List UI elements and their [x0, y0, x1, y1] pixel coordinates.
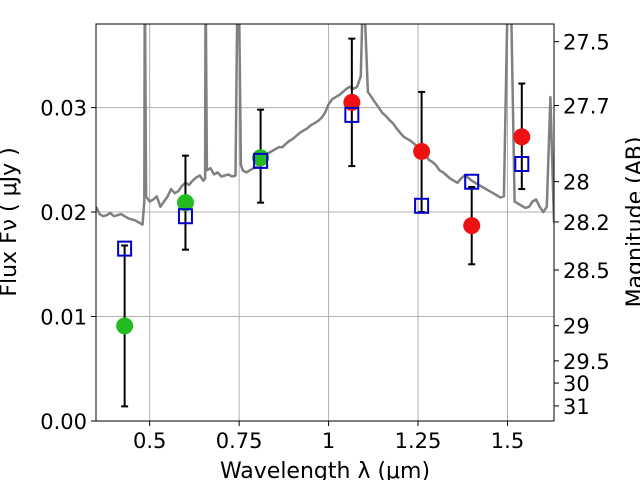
green-point-0	[116, 317, 134, 335]
mag-tick-label-5: 29	[563, 315, 590, 339]
y-axis-label: Flux Fν ( μJy )	[0, 147, 22, 296]
mag-tick-label-8: 31	[563, 395, 590, 419]
x-tick-label-0: 0.5	[133, 429, 166, 453]
mag-tick-label-1: 27.7	[563, 94, 610, 118]
box-point-3	[344, 106, 360, 123]
box-point-2	[253, 152, 269, 169]
box-point-1	[177, 208, 193, 225]
grid-lines	[96, 24, 554, 422]
red-point-3	[513, 128, 531, 146]
x-tick-label-1: 0.75	[216, 429, 263, 453]
x-tick-label-3: 1.25	[395, 429, 442, 453]
y-tick-label-0: 0.00	[40, 410, 87, 434]
red-point-0	[343, 93, 361, 111]
magnitude-axis-label: Magnitude (AB)	[623, 137, 640, 308]
y-axis-ticks: 0.00 0.01 0.02 0.03	[40, 97, 96, 434]
data-markers	[116, 93, 531, 335]
x-axis-ticks: 0.5 0.75 1 1.25 1.5	[133, 421, 524, 453]
plot-frame	[95, 23, 555, 422]
box-point-0	[117, 240, 133, 257]
x-axis-label: Wavelength λ (μm)	[220, 459, 430, 480]
red-point-2	[463, 217, 481, 235]
box-point-5	[464, 173, 480, 190]
x-tick-label-2: 1	[322, 429, 335, 453]
y-tick-label-3: 0.03	[40, 97, 87, 121]
mag-tick-label-0: 27.5	[563, 31, 610, 55]
model-spectrum-line	[96, 24, 554, 226]
green-point-1	[176, 194, 194, 212]
box-point-4	[414, 197, 430, 214]
y-tick-label-2: 0.02	[40, 201, 87, 225]
y-tick-label-1: 0.01	[40, 306, 87, 330]
box-point-6	[514, 155, 530, 172]
mag-tick-label-7: 30	[563, 372, 590, 396]
red-point-1	[413, 142, 431, 160]
x-tick-label-4: 1.5	[491, 429, 524, 453]
mag-tick-label-2: 28	[563, 171, 590, 195]
mag-tick-label-6: 29.5	[563, 350, 610, 374]
mag-tick-label-3: 28.2	[563, 211, 610, 235]
mag-tick-label-4: 28.5	[563, 259, 610, 283]
